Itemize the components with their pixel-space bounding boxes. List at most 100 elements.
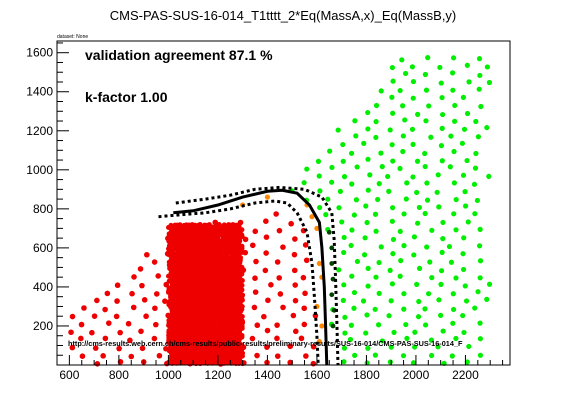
allowed-point	[397, 228, 403, 235]
excluded-point	[236, 222, 242, 228]
excluded-point	[153, 321, 159, 328]
excluded-point	[291, 251, 298, 258]
allowed-point	[477, 258, 484, 264]
allowed-point	[438, 80, 444, 86]
excluded-point	[276, 275, 283, 281]
allowed-point	[400, 133, 406, 139]
allowed-point	[416, 204, 423, 211]
allowed-point	[342, 314, 348, 320]
excluded-point	[265, 297, 271, 304]
allowed-point	[426, 103, 432, 109]
excluded-point	[206, 222, 212, 228]
allowed-point	[397, 273, 403, 279]
excluded-point	[197, 222, 203, 228]
allowed-point	[425, 55, 431, 61]
expected-contour-lower	[158, 199, 320, 366]
excluded-point	[153, 291, 160, 297]
allowed-point	[389, 94, 395, 100]
allowed-point	[460, 312, 466, 319]
allowed-point	[411, 252, 417, 258]
allowed-point	[476, 86, 482, 92]
excluded-point	[261, 313, 267, 320]
allowed-point	[422, 150, 428, 157]
allowed-point	[379, 164, 385, 170]
allowed-point	[450, 70, 456, 76]
allowed-point	[403, 196, 409, 202]
allowed-point	[349, 181, 355, 187]
y-tick-label: 1600	[26, 46, 53, 60]
allowed-point	[378, 88, 384, 94]
allowed-point	[404, 335, 410, 341]
allowed-point	[412, 344, 418, 350]
excluded-point	[127, 337, 133, 344]
excluded-point	[69, 344, 76, 351]
excluded-point	[151, 259, 158, 265]
allowed-point	[398, 258, 404, 264]
excluded-point	[68, 329, 74, 336]
excluded-point	[292, 282, 298, 288]
allowed-point	[424, 180, 430, 186]
allowed-point	[424, 244, 430, 250]
excluded-point	[263, 234, 270, 240]
allowed-point	[388, 298, 394, 304]
allowed-point	[440, 219, 446, 226]
allowed-point	[301, 180, 307, 186]
excluded-point	[249, 335, 256, 342]
y-tick-label: 600	[33, 241, 53, 255]
excluded-point	[94, 361, 101, 367]
excluded-point	[277, 291, 284, 297]
excluded-point	[301, 321, 308, 328]
allowed-point	[477, 275, 483, 281]
allowed-point	[410, 141, 416, 147]
excluded-point	[268, 282, 274, 288]
disagree-point	[329, 245, 335, 251]
allowed-point	[317, 204, 323, 211]
allowed-point	[436, 204, 442, 210]
x-tick-label: 1000	[155, 368, 182, 382]
allowed-point	[401, 243, 407, 249]
allowed-point	[327, 148, 333, 154]
excluded-point	[138, 328, 144, 335]
allowed-point	[422, 163, 428, 170]
dataset-label: dataset: None	[57, 34, 88, 40]
allowed-point	[373, 274, 379, 280]
allowed-point	[439, 125, 445, 131]
excluded-point	[298, 335, 305, 342]
y-tick-label: 200	[33, 319, 53, 333]
excluded-point	[114, 298, 120, 304]
allowed-point	[373, 228, 379, 234]
allowed-point	[373, 102, 380, 109]
excluded-point	[128, 353, 135, 360]
allowed-point	[415, 220, 421, 226]
allowed-point	[400, 103, 406, 109]
allowed-point	[353, 133, 359, 139]
allowed-point	[400, 353, 407, 359]
allowed-point	[450, 291, 456, 297]
allowed-point	[390, 251, 396, 257]
allowed-point	[348, 322, 354, 328]
allowed-point	[423, 118, 429, 124]
allowed-point	[341, 282, 347, 288]
allowed-point	[351, 212, 357, 218]
x-tick-label: 600	[59, 368, 79, 382]
allowed-point	[373, 118, 379, 125]
excluded-point	[92, 345, 99, 351]
allowed-point	[472, 165, 479, 171]
allowed-point	[448, 259, 455, 265]
allowed-point	[423, 322, 429, 328]
allowed-point	[438, 281, 444, 287]
allowed-point	[412, 329, 418, 335]
excluded-point	[100, 353, 106, 359]
allowed-point	[342, 330, 348, 336]
excluded-point	[116, 345, 122, 352]
allowed-point	[473, 150, 479, 157]
excluded-point	[151, 335, 158, 342]
excluded-point	[104, 290, 111, 297]
excluded-point	[143, 313, 149, 320]
contour-layer	[158, 185, 340, 366]
excluded-point	[291, 267, 298, 274]
excluded-point	[156, 352, 163, 359]
x-tick-label: 1400	[254, 368, 281, 382]
disagree-point	[314, 225, 320, 231]
allowed-point	[428, 337, 435, 343]
